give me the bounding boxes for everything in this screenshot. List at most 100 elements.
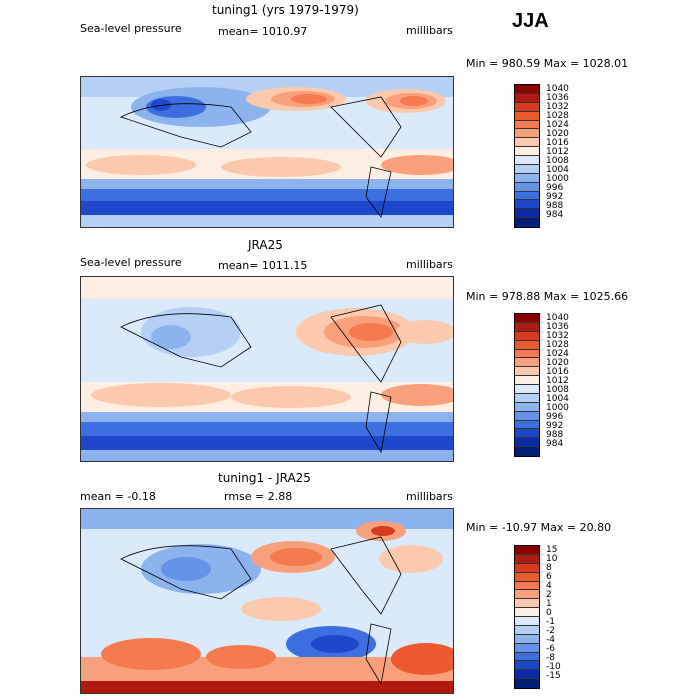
panel2-title: JRA25 xyxy=(248,238,283,252)
panel1-swatch-6 xyxy=(515,138,539,148)
panel2-level-label: 988 xyxy=(546,430,564,440)
panel2-swatch-4 xyxy=(515,349,539,359)
panel2-swatch-10 xyxy=(515,402,539,412)
panel2-swatch-8 xyxy=(515,385,539,394)
panel2-swatch-11 xyxy=(515,411,539,421)
panel2-swatch-9 xyxy=(515,393,539,403)
panel2-level-label: 1024 xyxy=(546,349,569,359)
panel3-title: tuning1 - JRA25 xyxy=(218,471,311,485)
panel2-level-label: 1000 xyxy=(546,403,569,413)
panel3-level-label: 10 xyxy=(546,554,558,564)
panel2-level-label: 1040 xyxy=(546,313,569,323)
panel2-level-label: 1028 xyxy=(546,340,569,350)
panel1-swatch-12 xyxy=(515,191,539,201)
panel3-swatch-13 xyxy=(515,661,539,671)
panel1-level-label: 1012 xyxy=(546,147,569,157)
panel3-swatch-7 xyxy=(515,608,539,617)
panel1-level-label: 1008 xyxy=(546,156,569,166)
panel3-level-label: 4 xyxy=(546,581,552,591)
panel2-units: millibars xyxy=(406,258,453,271)
panel3-colorbar xyxy=(514,545,540,689)
panel1-level-label: 992 xyxy=(546,192,564,202)
panel3-level-label: 1 xyxy=(546,599,552,609)
panel2-level-label: 1008 xyxy=(546,385,569,395)
panel2-level-label: 996 xyxy=(546,412,564,422)
panel2-level-label: 1004 xyxy=(546,394,569,404)
panel1-swatch-5 xyxy=(515,129,539,139)
panel1-level-label: 988 xyxy=(546,201,564,211)
panel3-swatch-5 xyxy=(515,590,539,600)
panel3-colorbar-labels: 15 10 8 6 4 2 1 0 -1 -2 -4 -6 -8 -10 -15 xyxy=(546,545,586,689)
panel2-level-label: 1020 xyxy=(546,358,569,368)
panel3-swatch-3 xyxy=(515,572,539,582)
panel3-swatch-2 xyxy=(515,563,539,573)
panel3-level-label: 15 xyxy=(546,545,558,555)
panel1-swatch-11 xyxy=(515,182,539,192)
panel3-swatch-0 xyxy=(515,546,539,555)
panel3-swatch-12 xyxy=(515,652,539,662)
panel3-level-label: 2 xyxy=(546,590,552,600)
panel3-level-label: -1 xyxy=(546,617,555,627)
panel2-level-label: 1036 xyxy=(546,322,569,332)
panel1-title: tuning1 (yrs 1979-1979) xyxy=(212,3,359,17)
panel1-level-label: 1016 xyxy=(546,138,569,148)
panel1-level-label: 1000 xyxy=(546,174,569,184)
panel2-level-label: 1016 xyxy=(546,367,569,377)
panel2-colorbar xyxy=(514,313,540,457)
panel2-swatch-1 xyxy=(515,322,539,332)
panel3-level-label: 0 xyxy=(546,608,552,618)
panel3-swatch-9 xyxy=(515,625,539,635)
panel3-swatch-14 xyxy=(515,670,539,680)
panel2-swatch-3 xyxy=(515,340,539,350)
panel1-mean: mean= 1010.97 xyxy=(218,25,308,38)
panel1-swatch-0 xyxy=(515,85,539,94)
panel1-colorbar xyxy=(514,84,540,228)
panel1-minmax: Min = 980.59 Max = 1028.01 xyxy=(466,57,629,70)
panel3-swatch-1 xyxy=(515,554,539,564)
panel3-level-label: -10 xyxy=(546,662,561,672)
panel1-level-label: 1036 xyxy=(546,93,569,103)
panel3-level-label: 6 xyxy=(546,572,552,582)
panel2-level-label: 992 xyxy=(546,421,564,431)
panel1-swatch-13 xyxy=(515,200,539,210)
panel2-swatch-13 xyxy=(515,429,539,439)
panel3-swatch-8 xyxy=(515,617,539,626)
panel2-level-label: 984 xyxy=(546,439,564,449)
panel1-map xyxy=(80,76,454,228)
season-label: JJA xyxy=(512,10,549,32)
panel2-swatch-15 xyxy=(515,447,539,456)
panel1-swatch-3 xyxy=(515,111,539,121)
panel2-swatch-6 xyxy=(515,367,539,377)
panel3-level-label: -15 xyxy=(546,671,561,681)
panel1-level-label: 1020 xyxy=(546,129,569,139)
panel1-swatch-8 xyxy=(515,156,539,165)
panel1-level-label: 996 xyxy=(546,183,564,193)
panel2-swatch-5 xyxy=(515,358,539,368)
panel1-level-label: 1028 xyxy=(546,111,569,121)
panel2-variable: Sea-level pressure xyxy=(80,256,182,269)
panel1-swatch-10 xyxy=(515,173,539,183)
panel3-level-label: 8 xyxy=(546,563,552,573)
panel1-swatch-4 xyxy=(515,120,539,130)
panel1-level-label: 984 xyxy=(546,210,564,220)
panel3-level-label: -2 xyxy=(546,626,555,636)
panel2-map xyxy=(80,276,454,462)
panel3-swatch-10 xyxy=(515,634,539,644)
panel3-mean: mean = -0.18 xyxy=(80,490,156,503)
panel3-swatch-15 xyxy=(515,679,539,688)
panel2-minmax: Min = 978.88 Max = 1025.66 xyxy=(466,290,629,303)
panel1-level-label: 1024 xyxy=(546,120,569,130)
panel1-variable: Sea-level pressure xyxy=(80,22,182,35)
panel2-mean: mean= 1011.15 xyxy=(218,259,308,272)
panel3-units: millibars xyxy=(406,490,453,503)
panel2-level-label: 1032 xyxy=(546,331,569,341)
panel3-level-label: -8 xyxy=(546,653,555,663)
panel1-units: millibars xyxy=(406,24,453,37)
panel2-swatch-7 xyxy=(515,376,539,385)
panel2-colorbar-labels: 1040 1036 1032 1028 1024 1020 1016 1012 … xyxy=(546,313,586,457)
panel3-swatch-11 xyxy=(515,643,539,653)
panel3-swatch-4 xyxy=(515,581,539,591)
panel1-swatch-2 xyxy=(515,102,539,112)
panel3-rmse: rmse = 2.88 xyxy=(224,490,293,503)
panel3-level-label: -6 xyxy=(546,644,555,654)
